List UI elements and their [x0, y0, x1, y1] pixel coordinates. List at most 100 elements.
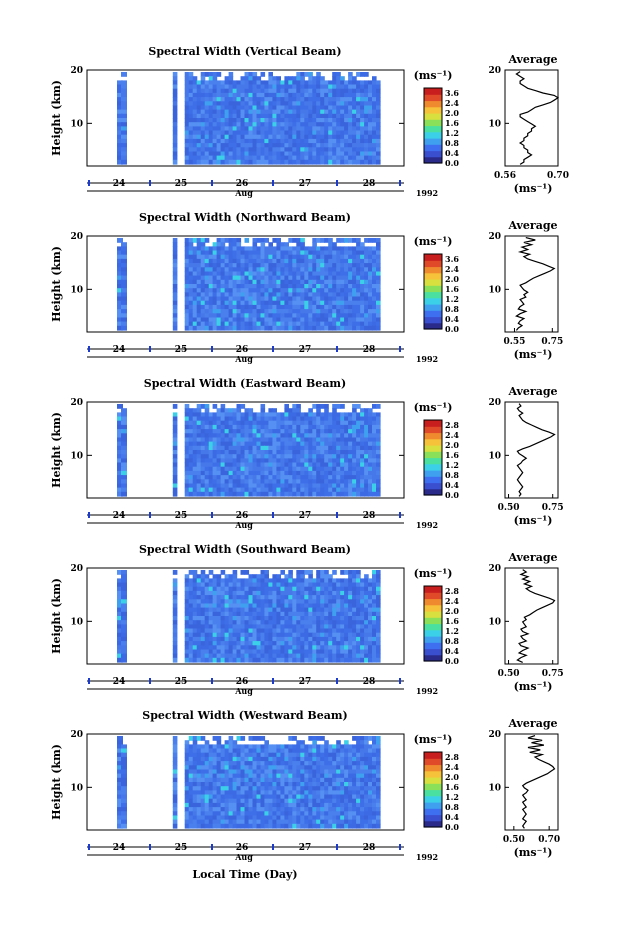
heatmap-cell [328, 280, 333, 285]
heatmap-cell [121, 641, 127, 646]
heatmap-cell [221, 463, 226, 468]
heatmap-cell [292, 97, 297, 102]
heatmap-cell [205, 280, 210, 285]
heatmap-cell [344, 318, 349, 323]
heatmap-cell [205, 412, 210, 417]
heatmap-cell [185, 118, 190, 123]
heatmap-cell [264, 122, 269, 127]
heatmap-cell [352, 263, 357, 268]
heatmap-cell [288, 650, 293, 655]
heatmap-cell [300, 292, 305, 297]
heatmap-cell [360, 147, 365, 152]
heatmap-cell [268, 276, 273, 281]
heatmap-cell [308, 595, 313, 600]
heatmap-cell [213, 292, 218, 297]
heatmap-cell [264, 442, 269, 447]
heatmap-cell [296, 135, 301, 140]
heatmap-cell [320, 147, 325, 152]
heatmap-cell [197, 272, 202, 277]
heatmap-cell [197, 753, 202, 758]
heatmap-cell [308, 633, 313, 638]
heatmap-cell [296, 749, 301, 754]
heatmap-cell [360, 139, 365, 144]
heatmap-cell [205, 429, 210, 434]
heatmap-cell [229, 122, 234, 127]
heatmap-cell [372, 471, 377, 476]
heatmap-cell [376, 450, 381, 455]
heatmap-cell [344, 280, 349, 285]
colorbar-swatch [424, 101, 442, 108]
heatmap-cell [237, 641, 242, 646]
heatmap-cell [352, 578, 357, 583]
heatmap-cell [213, 93, 218, 98]
heatmap-cell [225, 110, 230, 115]
heatmap-cell [320, 126, 325, 131]
heatmap-cell [201, 442, 206, 447]
heatmap-cell [324, 85, 329, 90]
heatmap-cell [221, 412, 226, 417]
heatmap-cell [221, 620, 226, 625]
heatmap-cell [197, 654, 202, 659]
panel-title: Spectral Width (Northward Beam) [139, 211, 351, 224]
heatmap-cell [372, 417, 377, 422]
heatmap-cell [121, 101, 127, 106]
heatmap-cell [352, 458, 357, 463]
heatmap-cell [229, 143, 234, 148]
heatmap-cell [304, 246, 309, 251]
heatmap-cell [336, 587, 341, 592]
heatmap-cell [225, 97, 230, 102]
heatmap-cell [288, 425, 293, 430]
heatmap-cell [264, 156, 269, 161]
heatmap-cell [268, 438, 273, 443]
heatmap-cell [121, 255, 127, 260]
heatmap-cell [376, 484, 381, 489]
heatmap-cell [121, 412, 127, 417]
heatmap-cell [272, 101, 277, 106]
heatmap-cell [213, 587, 218, 592]
heatmap-cell [229, 280, 234, 285]
heatmap-cell [304, 583, 309, 588]
heatmap-cell [356, 110, 361, 115]
heatmap-cell [372, 479, 377, 484]
heatmap-cell [245, 463, 250, 468]
heatmap-cell [300, 629, 305, 634]
heatmap-cell [336, 442, 341, 447]
heatmap-cell [372, 604, 377, 609]
heatmap-cell [356, 272, 361, 277]
heatmap-cell [332, 765, 337, 770]
heatmap-cell [296, 484, 301, 489]
heatmap-cell [225, 238, 230, 243]
heatmap-cell [304, 650, 309, 655]
heatmap-cell [356, 404, 361, 409]
heatmap-cell [276, 587, 281, 592]
heatmap-cell [352, 492, 357, 497]
heatmap-cell [376, 620, 381, 625]
heatmap-cell [217, 280, 222, 285]
heatmap-cell [348, 276, 353, 281]
heatmap-cell [237, 135, 242, 140]
heatmap-cell [253, 637, 258, 642]
heatmap-cell [245, 479, 250, 484]
heatmap-cell [332, 301, 337, 306]
heatmap-cell [368, 761, 373, 766]
heatmap-cell [300, 259, 305, 264]
heatmap-cell [221, 438, 226, 443]
heatmap-cell [324, 280, 329, 285]
heatmap-cell [217, 654, 222, 659]
heatmap-cell [348, 284, 353, 289]
heatmap-cell [308, 574, 313, 579]
heatmap-cell [324, 612, 329, 617]
heatmap-cell [316, 326, 321, 331]
heatmap-cell [272, 645, 277, 650]
heatmap-cell [276, 89, 281, 94]
heatmap-cell [249, 284, 254, 289]
heatmap-cell [225, 305, 230, 310]
heatmap-cell [249, 583, 254, 588]
heatmap-cell [344, 272, 349, 277]
heatmap-cell [189, 259, 194, 264]
colorbar-swatch [424, 119, 442, 126]
heatmap-cell [328, 131, 333, 136]
heatmap-cell [249, 749, 254, 754]
heatmap-cell [320, 160, 325, 165]
